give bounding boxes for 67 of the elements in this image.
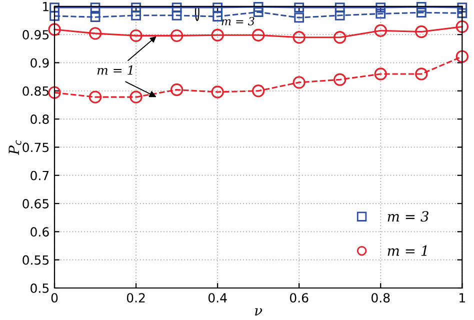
point bbox=[457, 8, 468, 18]
point bbox=[292, 31, 306, 44]
point bbox=[130, 29, 142, 42]
y-tick-label: 0.55 bbox=[22, 255, 49, 265]
point bbox=[334, 2, 345, 12]
point bbox=[334, 10, 345, 20]
x-tick-label: 0.8 bbox=[372, 293, 390, 303]
point bbox=[457, 2, 468, 12]
point bbox=[252, 28, 265, 42]
point bbox=[88, 27, 102, 40]
point bbox=[211, 86, 224, 98]
point bbox=[172, 2, 182, 12]
point bbox=[212, 2, 222, 12]
y-tick-label: 0.75 bbox=[22, 142, 49, 152]
point bbox=[376, 2, 386, 12]
x-tick-label: 0.6 bbox=[290, 293, 308, 303]
point bbox=[294, 2, 304, 12]
x-tick-label: 0.4 bbox=[208, 293, 227, 303]
point bbox=[212, 12, 222, 22]
point bbox=[334, 73, 346, 86]
x-tick-label: 0 bbox=[51, 293, 58, 303]
y-tick-label: 0.6 bbox=[30, 227, 49, 237]
y-tick-label: 0.5 bbox=[30, 283, 49, 293]
point bbox=[131, 10, 141, 20]
point bbox=[50, 2, 60, 12]
x-axis-title: ν bbox=[255, 308, 262, 316]
y-tick-label: 0.9 bbox=[30, 58, 49, 68]
y-axis-title: P$_{c}$ bbox=[8, 140, 22, 156]
point bbox=[376, 8, 386, 19]
x-tick-label: 1 bbox=[460, 293, 465, 302]
point bbox=[415, 25, 428, 38]
point bbox=[48, 23, 61, 36]
point bbox=[90, 2, 100, 12]
point bbox=[88, 90, 102, 104]
annotation: m = 3 bbox=[222, 16, 254, 26]
point bbox=[130, 90, 142, 104]
y-tick-label: 0.95 bbox=[22, 30, 49, 40]
point bbox=[334, 31, 346, 44]
point bbox=[131, 2, 141, 12]
point bbox=[252, 84, 265, 98]
legend-label: m = 3 bbox=[388, 211, 428, 222]
point bbox=[292, 76, 306, 89]
point bbox=[415, 68, 428, 80]
point bbox=[416, 2, 426, 12]
point bbox=[456, 50, 468, 63]
point bbox=[170, 29, 184, 42]
point bbox=[416, 8, 426, 18]
y-tick-label: 0.65 bbox=[22, 198, 49, 208]
point bbox=[48, 86, 61, 99]
point bbox=[374, 24, 387, 37]
y-tick-label: 0.7 bbox=[30, 170, 49, 180]
point bbox=[50, 11, 60, 21]
point bbox=[253, 2, 264, 12]
point bbox=[374, 68, 387, 80]
point bbox=[90, 12, 100, 22]
point bbox=[172, 10, 182, 20]
annotation: m = 1 bbox=[97, 65, 132, 75]
point bbox=[253, 7, 264, 17]
legend-label: m = 1 bbox=[388, 245, 427, 256]
y-tick-label: 1 bbox=[43, 2, 48, 12]
y-tick-label: 0.8 bbox=[30, 114, 49, 124]
point bbox=[170, 83, 184, 96]
point bbox=[211, 28, 224, 42]
x-tick-label: 0.2 bbox=[126, 293, 145, 303]
y-tick-label: 0.85 bbox=[22, 86, 49, 96]
point bbox=[456, 20, 468, 33]
point bbox=[294, 12, 304, 23]
